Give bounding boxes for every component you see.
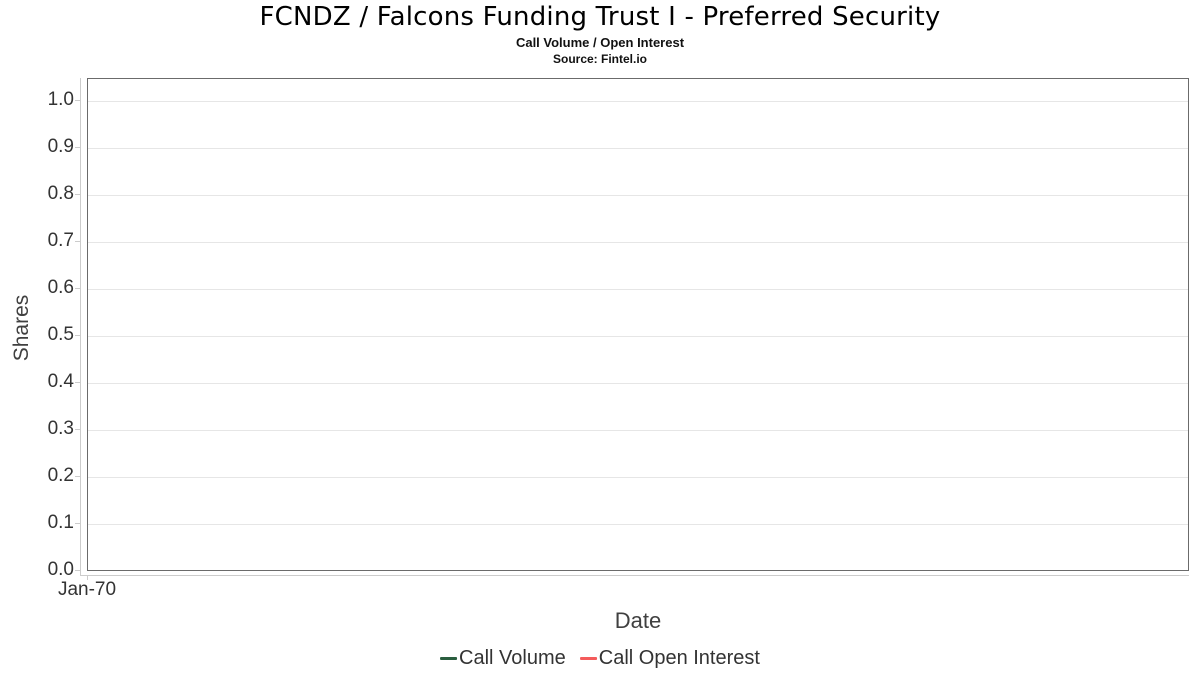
legend-item[interactable]: Call Open Interest [579, 647, 760, 670]
y-axis-tick [75, 288, 80, 289]
x-tick-label: Jan-70 [57, 579, 117, 600]
y-tick-label: 0.0 [47, 559, 74, 580]
y-axis-tick [75, 241, 80, 242]
h-gridline [88, 336, 1188, 337]
y-axis-tick [75, 523, 80, 524]
y-axis-tick [75, 194, 80, 195]
chart-source: Source: Fintel.io [552, 52, 647, 66]
chart-title: FCNDZ / Falcons Funding Trust I - Prefer… [259, 2, 941, 32]
y-axis-tick [75, 147, 80, 148]
legend-label: Call Open Interest [598, 647, 760, 669]
y-axis-tick [75, 429, 80, 430]
h-gridline [88, 383, 1188, 384]
x-axis-title: Date [614, 608, 662, 633]
y-axis-tick [75, 570, 80, 571]
h-gridline [88, 101, 1188, 102]
y-axis-tick [75, 100, 80, 101]
x-axis-tick [87, 575, 88, 580]
y-axis-tick [75, 335, 80, 336]
y-tick-label: 0.3 [47, 418, 74, 439]
h-gridline [88, 148, 1188, 149]
x-axis-line [80, 575, 1189, 576]
y-tick-label: 0.8 [47, 183, 74, 204]
y-tick-label: 0.1 [47, 512, 74, 533]
legend-label: Call Volume [459, 647, 566, 669]
y-tick-label: 0.9 [47, 136, 74, 157]
y-tick-label: 0.5 [47, 324, 74, 345]
y-tick-label: 0.7 [47, 230, 74, 251]
h-gridline [88, 289, 1188, 290]
chart-subtitle: Call Volume / Open Interest [515, 35, 685, 50]
h-gridline [88, 477, 1188, 478]
h-gridline [88, 430, 1188, 431]
legend-item[interactable]: Call Volume [440, 647, 566, 670]
y-axis-tick [75, 382, 80, 383]
y-axis-line [80, 78, 81, 575]
legend-line-icon [440, 657, 458, 660]
h-gridline [88, 195, 1188, 196]
y-axis-tick [75, 476, 80, 477]
legend: Call Volume Call Open Interest [440, 647, 760, 670]
y-tick-label: 0.2 [47, 465, 74, 486]
h-gridline [88, 242, 1188, 243]
y-tick-label: 0.4 [47, 371, 74, 392]
y-tick-label: 0.6 [47, 277, 74, 298]
plot-area [87, 78, 1189, 571]
legend-line-icon [579, 657, 597, 660]
y-tick-label: 1.0 [47, 89, 74, 110]
h-gridline [88, 524, 1188, 525]
